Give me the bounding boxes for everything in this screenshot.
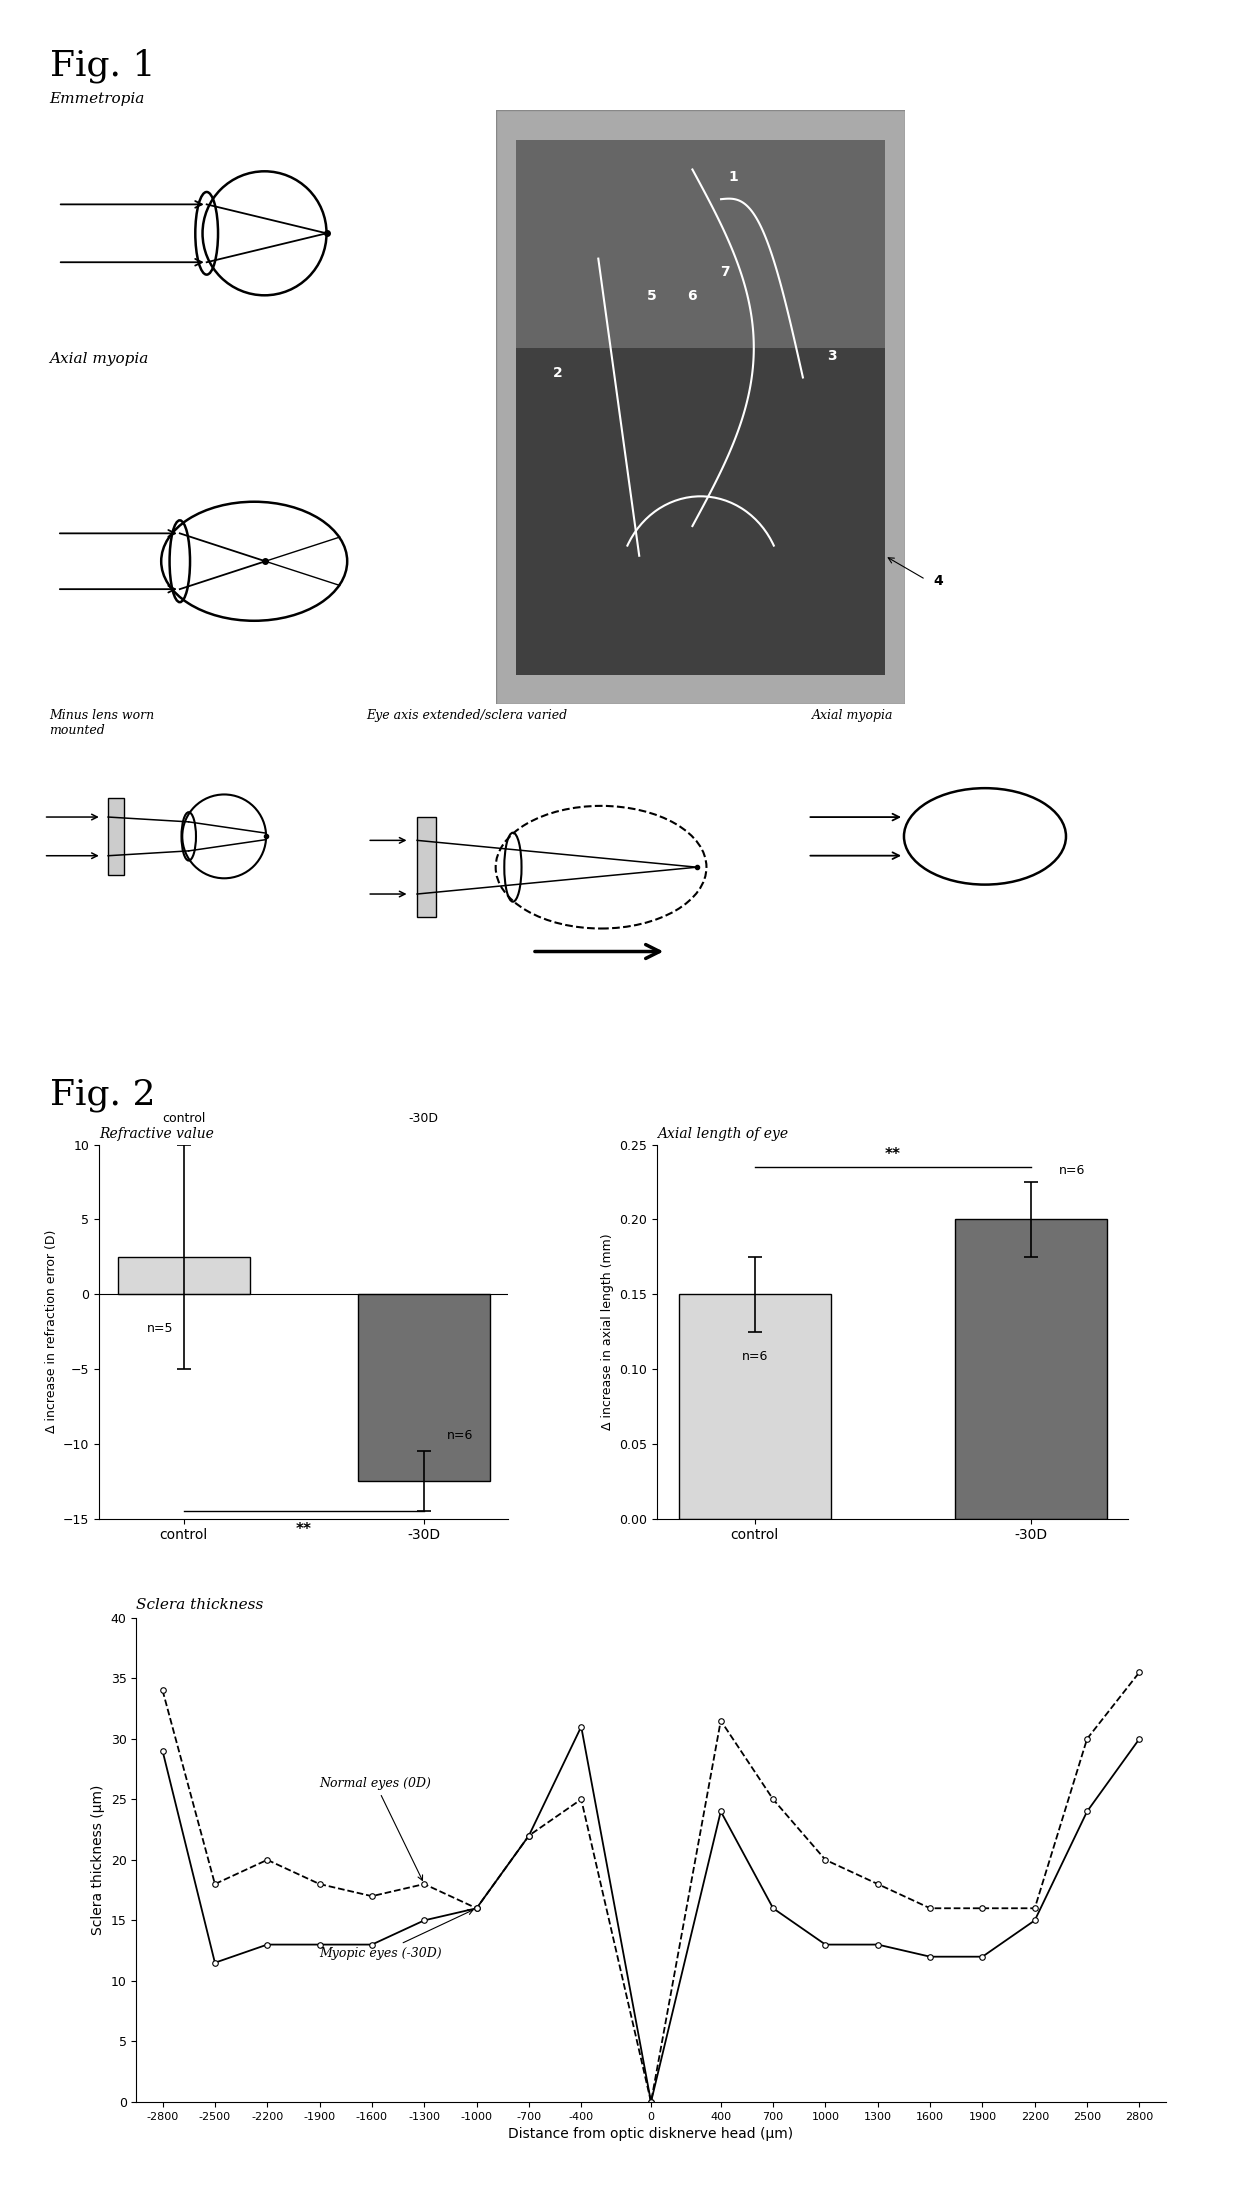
- Text: 5: 5: [646, 288, 656, 304]
- Text: control: control: [162, 1112, 206, 1125]
- Text: Refractive value: Refractive value: [99, 1127, 215, 1140]
- Text: Myopic eyes (-30D): Myopic eyes (-30D): [320, 1910, 472, 1959]
- Text: Eye axis extended/sclera varied: Eye axis extended/sclera varied: [366, 709, 567, 722]
- Text: Emmetropia: Emmetropia: [50, 92, 145, 106]
- Text: Axial myopia: Axial myopia: [50, 352, 149, 365]
- Text: 3: 3: [827, 348, 836, 363]
- Text: Normal eyes (0D): Normal eyes (0D): [320, 1776, 432, 1880]
- Text: 1: 1: [728, 169, 738, 185]
- Text: n=6: n=6: [742, 1349, 768, 1362]
- X-axis label: Distance from optic disknerve head (μm): Distance from optic disknerve head (μm): [508, 2126, 794, 2142]
- Text: Axial myopia: Axial myopia: [812, 709, 894, 722]
- Text: 6: 6: [688, 288, 697, 304]
- Bar: [678, 1294, 831, 1519]
- Text: n=5: n=5: [146, 1321, 174, 1334]
- Bar: [417, 817, 436, 918]
- Text: **: **: [885, 1147, 900, 1162]
- Y-axis label: Sclera thickness (μm): Sclera thickness (μm): [92, 1785, 105, 1935]
- Text: 4: 4: [932, 574, 942, 588]
- Text: Sclera thickness: Sclera thickness: [136, 1598, 264, 1613]
- Bar: [517, 348, 885, 674]
- Bar: [108, 797, 124, 876]
- Y-axis label: Δ increase in refraction error (D): Δ increase in refraction error (D): [45, 1230, 57, 1433]
- Text: **: **: [296, 1521, 311, 1536]
- Text: 2: 2: [553, 368, 562, 381]
- Text: n=6: n=6: [1059, 1164, 1086, 1178]
- Text: Minus lens worn
mounted: Minus lens worn mounted: [50, 709, 155, 737]
- Text: 7: 7: [720, 266, 730, 280]
- Bar: [358, 1294, 490, 1481]
- Bar: [955, 1219, 1107, 1519]
- Text: -30D: -30D: [409, 1112, 439, 1125]
- Text: Axial length of eye: Axial length of eye: [657, 1127, 789, 1140]
- Bar: [118, 1257, 249, 1294]
- Y-axis label: Δ increase in axial length (mm): Δ increase in axial length (mm): [601, 1233, 614, 1431]
- Text: Fig. 1: Fig. 1: [50, 48, 155, 84]
- Text: n=6: n=6: [446, 1428, 472, 1442]
- Text: Fig. 2: Fig. 2: [50, 1078, 155, 1112]
